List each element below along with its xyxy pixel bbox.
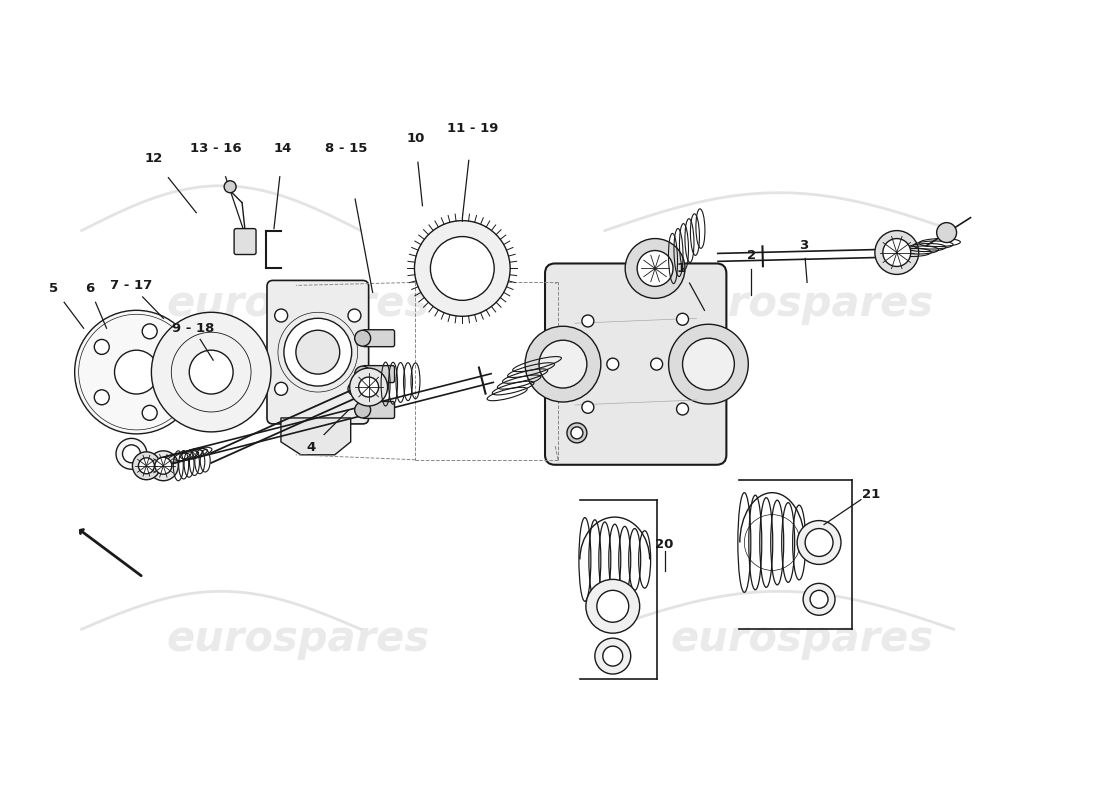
FancyBboxPatch shape [234,229,256,254]
Text: 9 - 18: 9 - 18 [172,322,214,334]
FancyBboxPatch shape [544,263,726,465]
Circle shape [566,423,587,443]
Text: 6: 6 [85,282,95,295]
Text: 14: 14 [274,142,293,155]
Circle shape [603,646,623,666]
Circle shape [189,350,233,394]
Circle shape [676,403,689,415]
Circle shape [354,402,371,418]
Circle shape [650,358,662,370]
Circle shape [75,310,198,434]
Circle shape [359,377,378,397]
Circle shape [354,330,371,346]
Circle shape [155,458,172,474]
Text: 11 - 19: 11 - 19 [447,122,498,135]
Circle shape [172,365,187,379]
Text: 4: 4 [306,442,316,454]
Text: 1: 1 [676,262,686,275]
Text: 3: 3 [800,239,808,252]
Circle shape [415,221,510,316]
Text: 7 - 17: 7 - 17 [110,279,153,292]
FancyBboxPatch shape [363,330,395,346]
Text: 12: 12 [144,152,163,166]
Circle shape [805,529,833,557]
Text: 13 - 16: 13 - 16 [190,142,242,155]
Circle shape [597,590,629,622]
Text: 5: 5 [50,282,58,295]
Text: 21: 21 [861,488,880,501]
Text: 10: 10 [406,133,425,146]
Circle shape [152,312,271,432]
Circle shape [114,350,158,394]
Circle shape [607,358,619,370]
Circle shape [682,338,735,390]
Circle shape [148,451,178,481]
Circle shape [883,238,911,266]
Circle shape [525,326,601,402]
Circle shape [122,445,141,462]
Circle shape [142,324,157,339]
Circle shape [296,330,340,374]
FancyBboxPatch shape [267,281,369,424]
Circle shape [275,309,287,322]
Text: eurospares: eurospares [671,283,934,326]
FancyBboxPatch shape [363,402,395,418]
Circle shape [669,324,748,404]
Circle shape [95,390,109,405]
Circle shape [116,438,147,470]
Circle shape [637,250,673,286]
Circle shape [348,382,361,395]
Circle shape [95,339,109,354]
Circle shape [132,452,161,480]
Circle shape [676,314,689,326]
Circle shape [586,579,640,633]
Circle shape [275,382,287,395]
Circle shape [430,237,494,300]
Circle shape [803,583,835,615]
Circle shape [810,590,828,608]
FancyBboxPatch shape [363,366,395,382]
Circle shape [139,458,154,474]
Circle shape [284,318,352,386]
Text: 2: 2 [747,249,756,262]
Circle shape [582,402,594,414]
Text: eurospares: eurospares [671,618,934,660]
Circle shape [582,315,594,327]
Text: eurospares: eurospares [166,283,429,326]
Circle shape [625,238,685,298]
Circle shape [571,427,583,439]
Circle shape [798,521,842,565]
Text: 20: 20 [656,538,674,551]
Circle shape [874,230,918,274]
Text: 8 - 15: 8 - 15 [324,142,367,155]
Circle shape [350,368,387,406]
Polygon shape [280,418,351,455]
Circle shape [142,406,157,420]
Circle shape [937,222,957,242]
Circle shape [595,638,630,674]
Text: eurospares: eurospares [166,618,429,660]
Circle shape [539,340,587,388]
Circle shape [348,309,361,322]
Circle shape [354,366,371,382]
Circle shape [224,181,236,193]
